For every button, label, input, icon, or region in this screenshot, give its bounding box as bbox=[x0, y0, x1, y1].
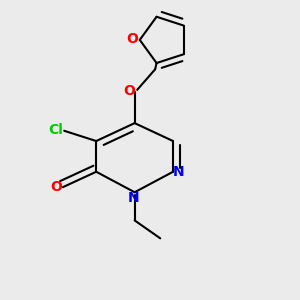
Text: O: O bbox=[126, 32, 138, 46]
Text: O: O bbox=[123, 84, 135, 98]
Text: N: N bbox=[128, 191, 139, 205]
Text: N: N bbox=[173, 165, 184, 179]
Text: Cl: Cl bbox=[48, 122, 63, 136]
Text: O: O bbox=[51, 180, 62, 194]
